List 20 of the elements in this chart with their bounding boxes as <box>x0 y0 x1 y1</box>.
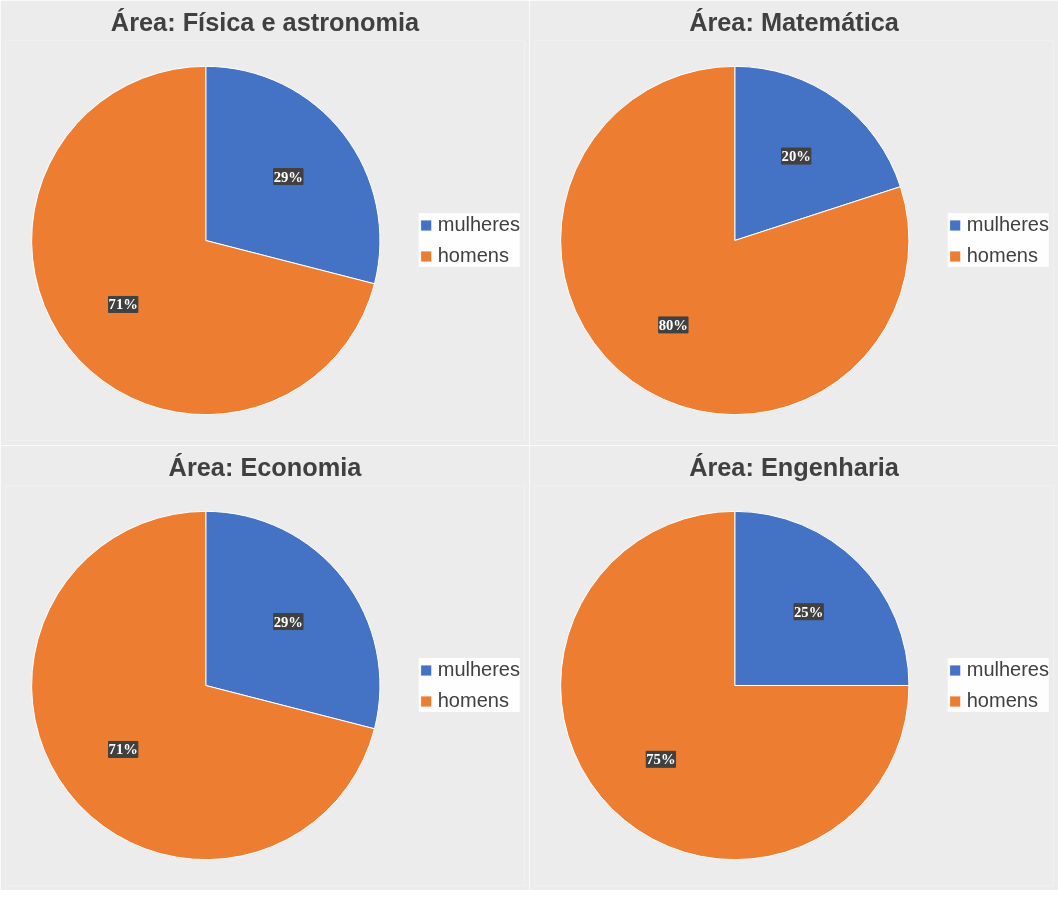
chart-title: Área: Economia <box>168 452 363 481</box>
data-label: 71% <box>108 296 138 313</box>
chart-title: Área: Engenharia <box>689 452 900 481</box>
chart-title: Área: Matemática <box>689 7 900 36</box>
legend-label: mulheres <box>437 658 520 681</box>
legend-label: homens <box>966 689 1038 712</box>
data-label: 29% <box>273 168 304 185</box>
chart-title: Área: Física e astronomia <box>110 7 421 36</box>
legend-label: homens <box>966 244 1038 267</box>
data-label: 80% <box>658 316 689 333</box>
data-label: 71% <box>108 741 138 758</box>
data-label: 25% <box>794 603 824 620</box>
data-label: 75% <box>646 751 676 768</box>
data-label: 29% <box>273 613 304 630</box>
legend-label: mulheres <box>966 213 1049 236</box>
legend-label: mulheres <box>437 213 520 236</box>
legend-label: mulheres <box>966 658 1049 681</box>
legend-label: homens <box>437 689 509 712</box>
legend-label: homens <box>437 244 509 267</box>
data-label: 20% <box>781 148 811 165</box>
